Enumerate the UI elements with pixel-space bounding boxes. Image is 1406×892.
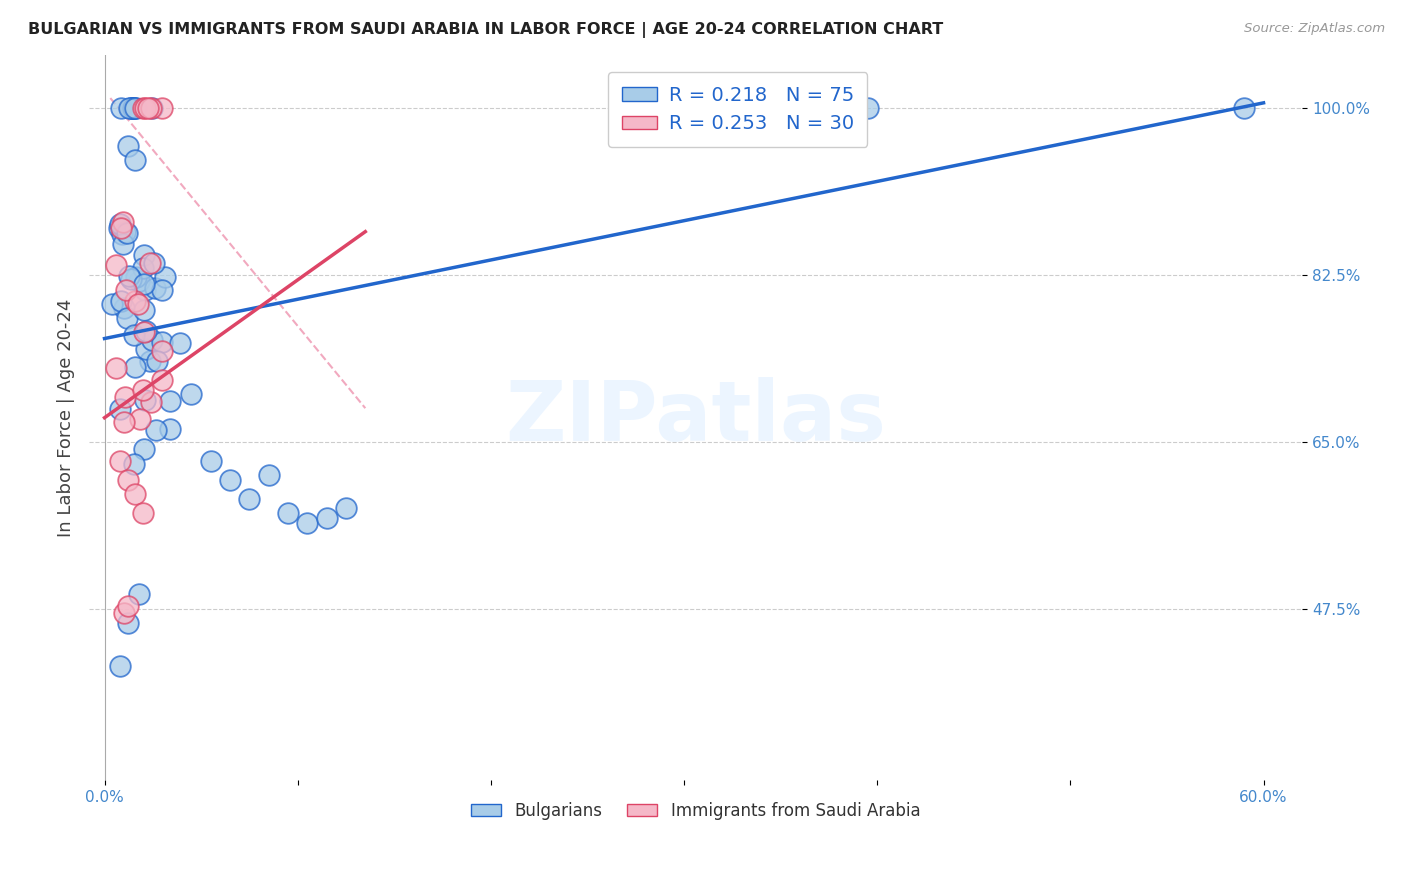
Point (118, 268, 141, 283)
Point (856, 101, 879, 115)
Point (112, 301, 135, 315)
Point (132, 506, 155, 520)
Point (159, 422, 181, 436)
Point (124, 153, 146, 167)
Point (141, 333, 163, 347)
Point (108, 453, 131, 467)
Point (101, 297, 124, 311)
Point (138, 256, 160, 270)
Point (128, 275, 150, 289)
Point (219, 473, 242, 487)
Point (132, 277, 155, 292)
Point (112, 607, 135, 621)
Point (136, 101, 159, 115)
Point (143, 281, 166, 295)
Point (141, 101, 163, 115)
Point (257, 467, 280, 482)
Point (139, 395, 162, 409)
Point (108, 221, 131, 235)
Y-axis label: In Labor Force | Age 20-24: In Labor Force | Age 20-24 (58, 299, 75, 537)
Point (139, 354, 162, 368)
Point (132, 101, 155, 115)
Point (124, 487, 146, 501)
Point (104, 259, 127, 273)
Point (134, 101, 156, 115)
Point (112, 237, 135, 252)
Point (150, 334, 173, 349)
Point (115, 226, 138, 240)
Point (132, 383, 155, 397)
Point (143, 256, 166, 270)
Point (122, 101, 145, 115)
Point (134, 442, 156, 456)
Point (135, 342, 157, 356)
Legend: Bulgarians, Immigrants from Saudi Arabia: Bulgarians, Immigrants from Saudi Arabia (464, 795, 927, 826)
Point (110, 220, 132, 235)
Point (150, 101, 173, 115)
Point (105, 360, 128, 375)
Point (114, 225, 136, 239)
Point (120, 101, 142, 115)
Point (152, 343, 174, 358)
Point (132, 261, 155, 276)
Point (169, 335, 191, 350)
Point (134, 283, 156, 297)
Point (200, 453, 222, 467)
Point (110, 101, 132, 115)
Point (111, 227, 134, 241)
Point (134, 392, 156, 407)
Point (150, 283, 173, 297)
Point (108, 402, 131, 417)
Point (114, 390, 136, 404)
Point (145, 423, 167, 437)
Point (277, 506, 299, 520)
Point (135, 324, 157, 338)
Point (121, 272, 143, 286)
Point (125, 101, 148, 115)
Point (117, 615, 139, 630)
Point (122, 328, 145, 343)
Point (125, 270, 148, 285)
Point (238, 491, 260, 506)
Point (117, 138, 139, 153)
Point (153, 270, 176, 285)
Point (141, 101, 163, 115)
Point (128, 587, 150, 601)
Point (112, 215, 135, 229)
Point (124, 293, 146, 308)
Point (180, 386, 202, 401)
Point (117, 473, 139, 487)
Point (335, 501, 357, 516)
Point (124, 101, 146, 115)
Point (132, 302, 155, 317)
Point (112, 415, 135, 429)
Text: Source: ZipAtlas.com: Source: ZipAtlas.com (1244, 22, 1385, 36)
Point (134, 248, 156, 262)
Point (110, 217, 132, 231)
Point (129, 412, 152, 426)
Point (115, 283, 138, 297)
Point (150, 373, 173, 387)
Text: ZIPatlas: ZIPatlas (505, 377, 886, 458)
Point (127, 297, 149, 311)
Point (159, 394, 181, 409)
Point (134, 326, 156, 340)
Point (117, 599, 139, 613)
Point (315, 511, 337, 525)
Point (122, 101, 145, 115)
Point (122, 457, 145, 471)
Text: BULGARIAN VS IMMIGRANTS FROM SAUDI ARABIA IN LABOR FORCE | AGE 20-24 CORRELATION: BULGARIAN VS IMMIGRANTS FROM SAUDI ARABI… (28, 22, 943, 38)
Point (120, 101, 142, 115)
Point (118, 101, 141, 115)
Point (110, 294, 132, 309)
Point (122, 101, 145, 115)
Point (115, 311, 138, 326)
Point (297, 516, 319, 530)
Point (145, 354, 167, 368)
Point (1233, 101, 1256, 115)
Point (108, 658, 131, 673)
Point (124, 359, 146, 374)
